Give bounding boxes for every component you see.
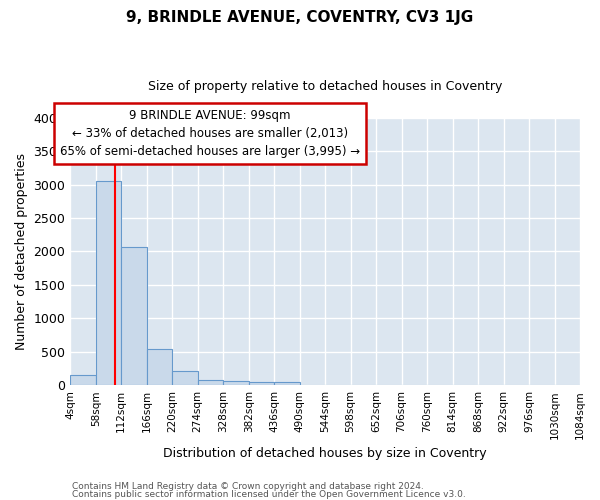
Text: Contains public sector information licensed under the Open Government Licence v3: Contains public sector information licen… bbox=[72, 490, 466, 499]
Bar bbox=[223, 381, 248, 385]
Bar bbox=[147, 348, 172, 385]
Bar bbox=[70, 375, 96, 385]
Bar bbox=[96, 182, 121, 385]
Title: Size of property relative to detached houses in Coventry: Size of property relative to detached ho… bbox=[148, 80, 502, 93]
Text: Contains HM Land Registry data © Crown copyright and database right 2024.: Contains HM Land Registry data © Crown c… bbox=[72, 482, 424, 491]
Bar bbox=[172, 371, 198, 385]
Text: 9 BRINDLE AVENUE: 99sqm
← 33% of detached houses are smaller (2,013)
65% of semi: 9 BRINDLE AVENUE: 99sqm ← 33% of detache… bbox=[60, 110, 360, 158]
Bar bbox=[198, 380, 223, 385]
X-axis label: Distribution of detached houses by size in Coventry: Distribution of detached houses by size … bbox=[163, 447, 487, 460]
Bar bbox=[121, 248, 147, 385]
Bar bbox=[274, 382, 299, 385]
Text: 9, BRINDLE AVENUE, COVENTRY, CV3 1JG: 9, BRINDLE AVENUE, COVENTRY, CV3 1JG bbox=[127, 10, 473, 25]
Y-axis label: Number of detached properties: Number of detached properties bbox=[15, 153, 28, 350]
Bar bbox=[248, 382, 274, 385]
